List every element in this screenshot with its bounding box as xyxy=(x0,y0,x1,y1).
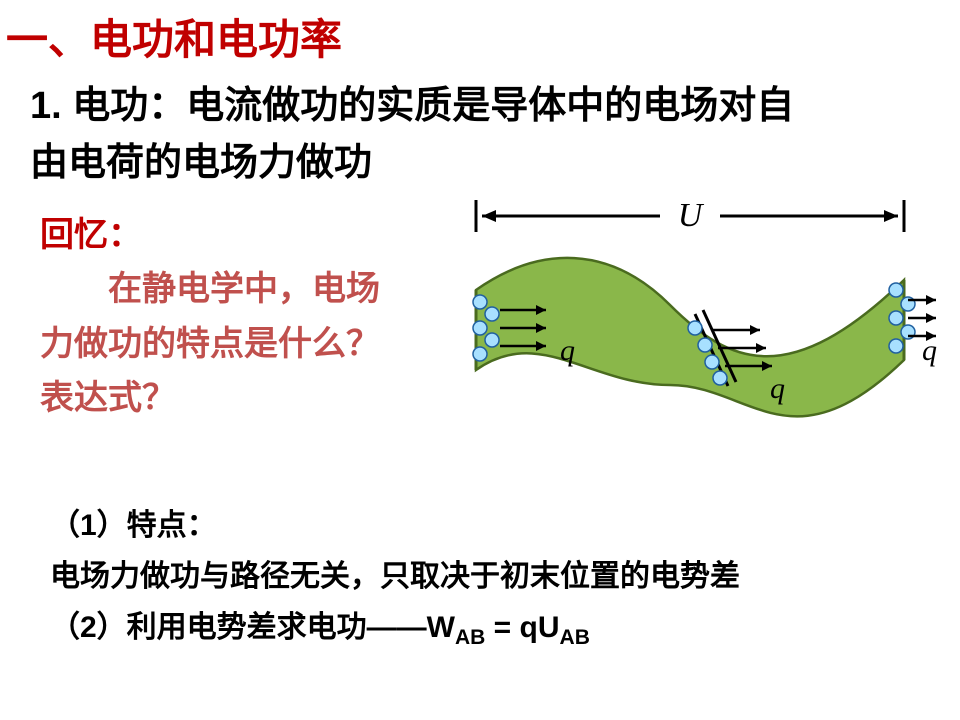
point-1-text: 电场力做功与路径无关，只取决于初末位置的电势差 xyxy=(50,551,740,602)
definition-line-2: 由电荷的电场力做功 xyxy=(30,135,794,192)
conductor-diagram: U xyxy=(450,190,940,440)
conductor-body xyxy=(476,258,904,416)
q-label-right: q xyxy=(922,334,937,367)
q-label-mid: q xyxy=(770,372,785,405)
recall-heading: 回忆： xyxy=(40,208,380,262)
point-2: （2）利用电势差求电功——WAB = qUAB xyxy=(50,602,740,653)
definition-line-1: 1. 电功：电流做功的实质是导体中的电场对自 xyxy=(30,78,794,135)
recall-body-3: 表达式？ xyxy=(40,371,380,425)
recall-body-1: 在静电学中，电场 xyxy=(40,262,380,316)
definition-block: 1. 电功：电流做功的实质是导体中的电场对自 由电荷的电场力做功 xyxy=(30,78,794,192)
summary-block: （1）特点： 电场力做功与路径无关，只取决于初末位置的电势差 （2）利用电势差求… xyxy=(50,500,740,653)
point-2-sub1: AB xyxy=(455,626,485,649)
point-1-label: （1）特点： xyxy=(50,500,740,551)
voltage-label: U xyxy=(678,197,705,234)
point-2-prefix: （2）利用电势差求电功——W xyxy=(50,611,455,644)
section-title: 一、电功和电功率 xyxy=(6,6,342,67)
recall-body-2: 力做功的特点是什么？ xyxy=(40,317,380,371)
q-label-left: q xyxy=(560,334,575,367)
point-2-mid: = qU xyxy=(485,611,559,644)
recall-block: 回忆： 在静电学中，电场 力做功的特点是什么？ 表达式？ xyxy=(40,208,380,426)
point-2-sub2: AB xyxy=(560,626,590,649)
slide-page: 一、电功和电功率 1. 电功：电流做功的实质是导体中的电场对自 由电荷的电场力做… xyxy=(0,0,960,720)
